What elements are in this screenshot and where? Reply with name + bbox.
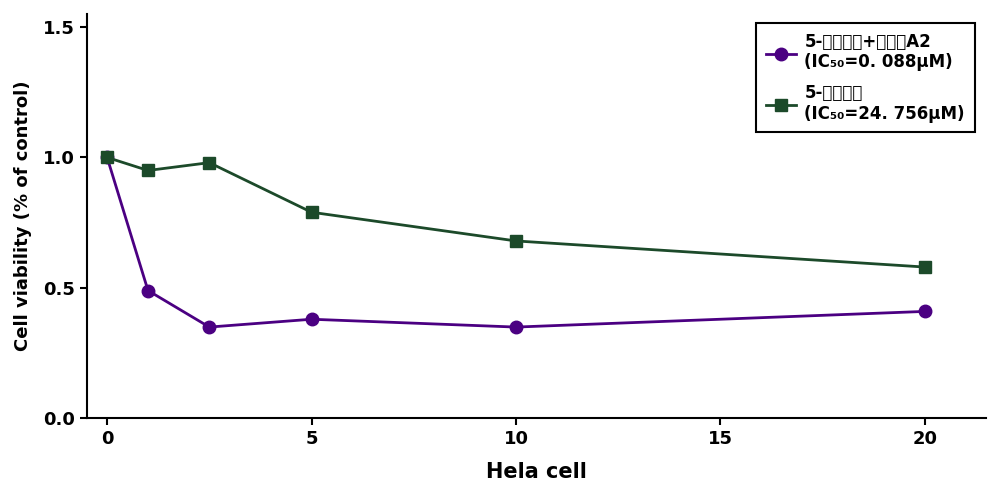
Y-axis label: Cell viability (% of control): Cell viability (% of control): [14, 81, 32, 351]
Legend: 5-氟尿噅啊+合成物A2
(IC₅₀=0. 088μM), 5-氟尿噅啊
(IC₅₀=24. 756μM): 5-氟尿噅啊+合成物A2 (IC₅₀=0. 088μM), 5-氟尿噅啊 (IC…: [756, 23, 975, 132]
X-axis label: Hela cell: Hela cell: [486, 462, 587, 482]
